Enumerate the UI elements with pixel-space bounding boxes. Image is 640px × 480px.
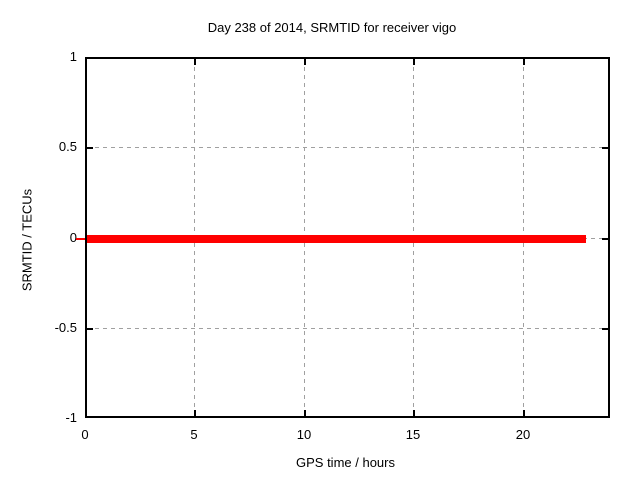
gridline-horizontal (87, 328, 608, 329)
y-tick-mark-left (87, 147, 93, 149)
x-tick-label: 5 (190, 427, 198, 442)
y-tick-mark-left (87, 328, 93, 330)
data-line-srmtid (87, 235, 586, 243)
x-tick-mark-top (413, 59, 415, 65)
y-tick-mark-right (602, 238, 608, 240)
x-tick-mark-top (194, 59, 196, 65)
x-tick-mark-top (523, 59, 525, 65)
x-tick-mark-bottom (194, 410, 196, 416)
gridline-horizontal (87, 147, 608, 148)
x-tick-label: 20 (515, 427, 531, 442)
y-tick-label: 0.5 (58, 139, 77, 154)
x-tick-label: 10 (296, 427, 312, 442)
x-tick-mark-bottom (523, 410, 525, 416)
x-axis-label: GPS time / hours (296, 455, 395, 470)
data-line-start-cap (76, 238, 85, 240)
y-tick-label: -1 (65, 410, 77, 425)
x-tick-label: 15 (405, 427, 421, 442)
y-tick-mark-right (602, 328, 608, 330)
y-tick-label: 1 (69, 49, 77, 64)
x-tick-mark-top (304, 59, 306, 65)
y-tick-label: -0.5 (54, 320, 77, 335)
x-tick-mark-bottom (304, 410, 306, 416)
y-tick-label: 0 (69, 230, 77, 245)
x-tick-mark-bottom (413, 410, 415, 416)
x-tick-label: 0 (81, 427, 89, 442)
chart-title: Day 238 of 2014, SRMTID for receiver vig… (207, 20, 457, 35)
plot-area (85, 57, 610, 418)
y-tick-mark-right (602, 147, 608, 149)
